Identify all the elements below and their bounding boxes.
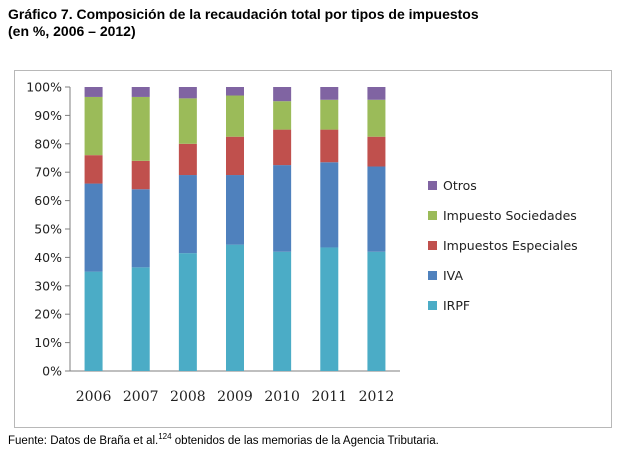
bar-segment-impuesto-sociedades-2012 [367,99,386,137]
bar-segment-impuesto-sociedades-2007 [131,96,150,161]
bar-segment-otros-2012 [367,87,386,100]
bar-segment-irpf-2011 [320,247,339,371]
legend-label-irpf: IRPF [443,298,470,313]
bar-segment-iva-2011 [320,162,339,248]
bar-segment-iva-2010 [273,165,292,252]
y-tick-label: 100% [26,80,62,95]
y-tick-label: 80% [34,136,62,151]
legend-swatch-iva [428,271,437,280]
bar-segment-impuesto-sociedades-2011 [320,99,339,130]
legend-swatch-impuestos-especiales [428,241,437,250]
bar-segment-impuesto-sociedades-2009 [226,95,244,137]
y-tick-label: 30% [34,278,62,293]
bar-segment-impuestos-especiales-2012 [367,136,386,167]
bar-segment-iva-2006 [84,183,103,272]
x-tick-label-2006: 2006 [76,389,112,405]
source-suffix: obtenidos de las memorias de la Agencia … [171,434,439,447]
bar-segment-impuestos-especiales-2011 [320,129,339,163]
bar-segment-otros-2007 [131,87,150,97]
y-tick-label: 10% [34,335,62,350]
legend-label-impuesto-sociedades: Impuesto Sociedades [443,208,577,223]
legend-label-impuestos-especiales: Impuestos Especiales [443,238,578,253]
legend-swatch-irpf [428,301,437,310]
bar-segment-irpf-2009 [226,244,244,371]
legend-swatch-otros [428,181,437,190]
legend-label-otros: Otros [443,178,477,193]
x-tick-label-2009: 2009 [217,389,253,405]
bar-segment-iva-2009 [226,175,244,245]
bar-segment-irpf-2012 [367,251,386,371]
y-tick-label: 20% [34,307,62,322]
bar-segment-impuesto-sociedades-2006 [84,96,103,156]
y-tick-label: 70% [34,165,62,180]
bar-segment-impuestos-especiales-2008 [178,143,197,176]
chart-title-line1: Gráfico 7. Composición de la recaudación… [8,6,479,22]
y-tick-label: 40% [34,250,62,265]
source-prefix: Fuente: Datos de Braña et al. [8,434,159,447]
legend-label-iva: IVA [443,268,463,283]
bar-segment-irpf-2007 [131,267,150,371]
bar-segment-impuestos-especiales-2009 [226,136,244,176]
bar-segment-otros-2011 [320,87,339,100]
y-tick-label: 90% [34,108,62,123]
bar-segment-irpf-2010 [273,251,292,371]
bar-segment-otros-2009 [226,87,244,96]
y-tick-label: 0% [42,364,62,379]
y-tick-label: 60% [34,193,62,208]
bar-segment-iva-2012 [367,166,386,252]
source-footnote-number: 124 [158,432,172,441]
source-note: Fuente: Datos de Braña et al.124 obtenid… [8,432,628,447]
chart-frame [14,70,612,428]
bar-segment-otros-2008 [178,87,197,99]
bar-segment-irpf-2008 [178,253,197,371]
chart-title: Gráfico 7. Composición de la recaudación… [8,6,628,40]
bar-segment-otros-2010 [273,87,292,102]
bar-segment-iva-2007 [131,189,150,268]
x-tick-label-2011: 2011 [311,389,347,405]
chart-title-line2: (en %, 2006 – 2012) [8,23,136,39]
bar-segment-otros-2006 [84,87,103,97]
x-tick-label-2007: 2007 [123,389,159,405]
x-tick-label-2012: 2012 [359,389,395,405]
bar-segment-impuesto-sociedades-2008 [178,98,197,144]
bar-segment-iva-2008 [178,175,197,254]
x-tick-label-2008: 2008 [170,389,206,405]
x-tick-label-2010: 2010 [264,389,300,405]
bar-segment-impuestos-especiales-2010 [273,129,292,166]
bar-segment-impuesto-sociedades-2010 [273,101,292,130]
legend-swatch-impuesto-sociedades [428,211,437,220]
bar-segment-impuestos-especiales-2006 [84,155,103,184]
bar-segment-irpf-2006 [84,271,103,371]
bar-segment-impuestos-especiales-2007 [131,160,150,190]
y-tick-label: 50% [34,222,62,237]
